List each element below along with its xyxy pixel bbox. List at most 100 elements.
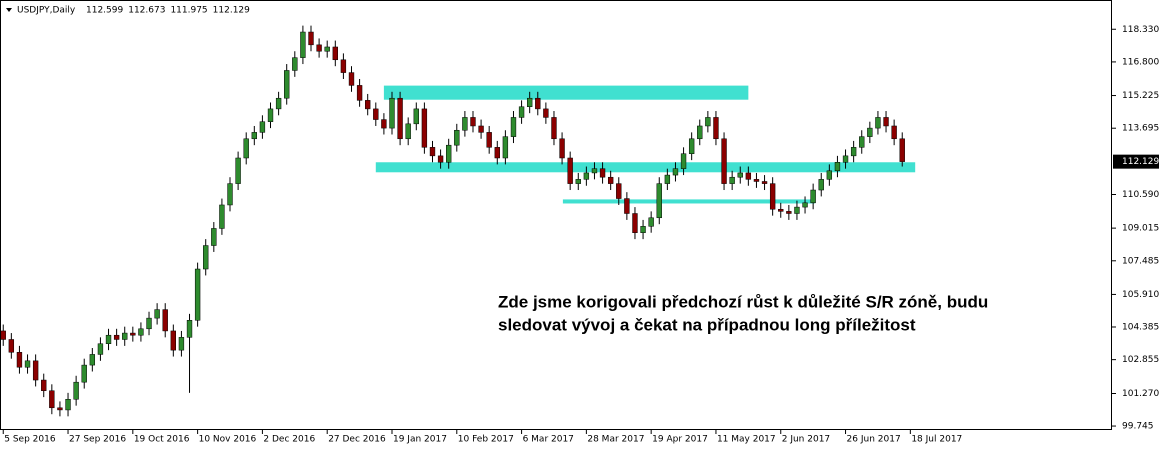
candle-body — [745, 172, 752, 180]
menu-arrow — [6, 8, 12, 12]
candle-body — [656, 183, 662, 219]
candle-body — [49, 390, 55, 409]
candle-body — [340, 59, 347, 73]
candle-body — [122, 332, 128, 340]
candle-body — [389, 97, 395, 129]
candle-body — [292, 57, 298, 71]
x-tick-label: 19 Oct 2016 — [134, 435, 190, 445]
candle-body — [753, 179, 760, 182]
candle-body — [243, 138, 249, 159]
candle-body — [705, 117, 711, 127]
candle-body — [834, 162, 841, 172]
y-tick-label: 109.015 — [1122, 224, 1159, 234]
candle-body — [502, 136, 509, 159]
candle-body — [211, 228, 217, 246]
header-value: 112.673 — [128, 6, 165, 16]
candle-body — [859, 136, 865, 148]
y-tick-label: 113.695 — [1122, 124, 1159, 134]
x-tick-label: 2 Jun 2017 — [782, 435, 830, 445]
x-tick-label: 27 Dec 2016 — [328, 435, 386, 445]
candle-body — [478, 125, 484, 133]
candle-body — [551, 117, 557, 140]
candle-body — [178, 337, 185, 351]
candle-body — [526, 97, 533, 108]
candle-body — [421, 108, 428, 148]
candle-body — [437, 155, 444, 163]
candle-body — [57, 407, 63, 411]
candle-body — [24, 360, 31, 368]
candle-body — [405, 123, 411, 140]
last-price-label: 112.129 — [1122, 157, 1159, 167]
candle-body — [170, 330, 176, 351]
x-tick-label: 28 Mar 2017 — [587, 435, 644, 445]
y-tick-label: 99.745 — [1122, 422, 1154, 432]
candle-body — [470, 117, 476, 127]
sr-zone — [375, 162, 916, 173]
x-tick-label: 10 Feb 2017 — [458, 435, 514, 445]
candle-body — [227, 183, 233, 206]
candle-body — [138, 328, 144, 336]
candle-body — [640, 226, 646, 233]
y-tick-label: 115.225 — [1122, 91, 1159, 101]
candle-body — [713, 117, 719, 140]
candle-body — [826, 170, 833, 180]
candle-body — [0, 330, 6, 340]
candle-body — [300, 31, 306, 58]
sr-zone — [383, 85, 749, 100]
candle-body — [284, 70, 290, 99]
candle-body — [413, 108, 419, 125]
candle-body — [607, 176, 614, 184]
candle-body — [761, 181, 768, 184]
x-tick-label: 2 Dec 2016 — [263, 435, 315, 445]
candle-body — [203, 245, 209, 270]
candle-body — [259, 121, 266, 133]
candle-body — [267, 108, 274, 122]
candle-body — [648, 217, 654, 227]
candle-body — [583, 172, 590, 180]
candle-body — [381, 119, 387, 129]
candle-body — [778, 208, 784, 212]
candle-body — [16, 352, 23, 368]
y-tick-label: 107.485 — [1122, 256, 1159, 266]
candle-body — [130, 332, 136, 336]
candle-body — [769, 183, 776, 210]
candle-body — [591, 168, 598, 174]
x-tick-label: 19 Jan 2017 — [393, 435, 447, 445]
candle-body — [316, 44, 322, 52]
candle-body — [680, 153, 687, 169]
candle-body — [632, 213, 638, 233]
x-tick-label: 10 Nov 2016 — [199, 435, 257, 445]
candle-body — [672, 168, 679, 176]
candle-body — [616, 183, 622, 199]
y-tick-label: 101.270 — [1122, 389, 1159, 399]
candle-body — [875, 117, 881, 129]
candle-body — [429, 147, 436, 157]
candle-body — [186, 320, 193, 338]
candle-body — [891, 125, 897, 140]
candle-body — [146, 317, 152, 330]
candle-body — [275, 97, 282, 110]
candle-body — [818, 179, 824, 191]
candle-body — [494, 147, 500, 159]
candle-body — [251, 132, 257, 140]
annotation: Zde jsme korigovali předchozí růst k důl… — [498, 292, 988, 311]
candle-body — [786, 211, 792, 214]
candle-body — [113, 334, 120, 340]
candle-body — [162, 309, 168, 332]
x-tick-label: 11 May 2017 — [717, 435, 776, 445]
header-value: 112.599 — [86, 6, 123, 16]
candle-body — [235, 157, 241, 184]
x-tick-label: 5 Sep 2016 — [4, 435, 56, 445]
sr-zone — [562, 199, 815, 204]
candle-body — [850, 147, 857, 157]
candle-body — [373, 108, 379, 120]
candle-body — [721, 138, 727, 184]
candle-body — [454, 129, 460, 146]
candle-body — [486, 132, 492, 148]
candle-body — [105, 334, 112, 344]
candle-body — [624, 198, 630, 214]
candle-body — [794, 206, 800, 214]
candle-body — [664, 174, 671, 184]
candle-body — [510, 117, 517, 137]
x-tick-label: 18 Jul 2017 — [911, 435, 962, 445]
